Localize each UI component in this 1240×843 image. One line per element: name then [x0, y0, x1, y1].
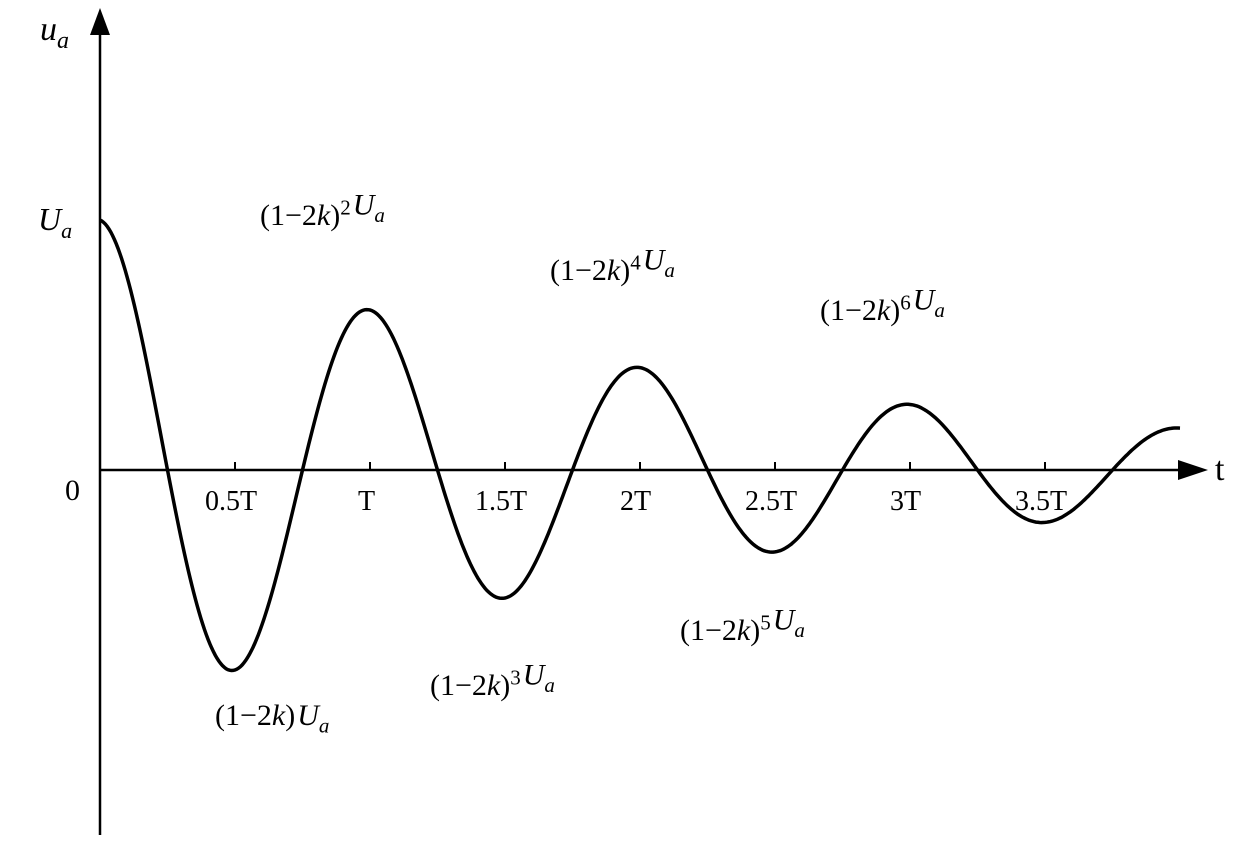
peak-label-3: (1−2k)3Ua	[430, 659, 555, 703]
x-axis-arrow-icon	[1178, 460, 1208, 480]
x-axis-label: t	[1215, 451, 1225, 488]
xtick-0: 0.5T	[205, 486, 257, 517]
xtick-4: 2.5T	[745, 486, 797, 517]
xtick-2: 1.5T	[475, 486, 527, 517]
damped-oscillation-chart: ua t 0 Ua 0.5T T 1.5T 2T 2.5T 3T 3.5T (1…	[0, 0, 1240, 843]
y-axis-arrow-icon	[90, 8, 110, 35]
xtick-3: 2T	[620, 486, 651, 517]
xtick-1: T	[358, 486, 375, 517]
peak-label-2: (1−2k)2Ua	[260, 189, 385, 233]
peak-label-5: (1−2k)5Ua	[680, 604, 805, 648]
peak-label-1: (1−2k)Ua	[215, 699, 329, 738]
origin-label: 0	[65, 474, 80, 507]
ua-y-label: Ua	[38, 201, 72, 243]
peak-label-6: (1−2k)6Ua	[820, 284, 945, 328]
damped-wave-curve	[100, 220, 1180, 671]
xtick-5: 3T	[890, 486, 921, 517]
y-axis-label: ua	[40, 11, 69, 54]
peak-label-4: (1−2k)4Ua	[550, 244, 675, 288]
xtick-6: 3.5T	[1015, 486, 1067, 517]
